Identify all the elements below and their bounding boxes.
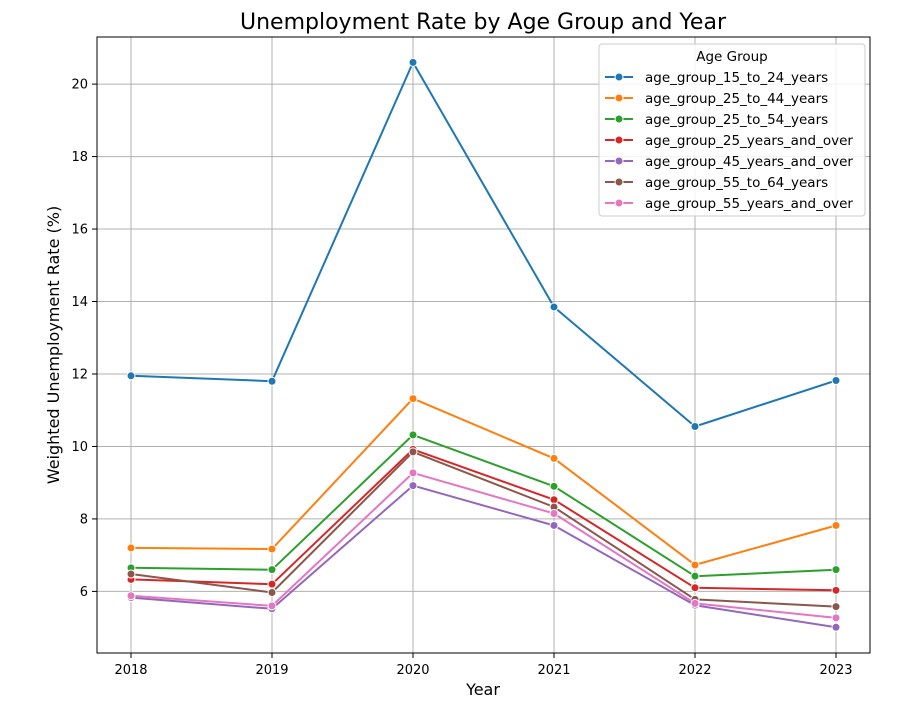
data-point bbox=[831, 585, 841, 595]
series-line bbox=[130, 484, 837, 629]
plot-area-frame bbox=[96, 36, 871, 654]
data-point bbox=[267, 601, 277, 611]
data-point bbox=[267, 376, 277, 386]
data-point bbox=[408, 430, 418, 440]
legend-entry: age_group_25_to_44_years bbox=[605, 91, 828, 107]
legend-entry: age_group_25_years_and_over bbox=[605, 133, 853, 149]
y-axis-title: Weighted Unemployment Rate (%) bbox=[44, 206, 63, 484]
y-tick-label: 10 bbox=[71, 440, 88, 455]
chart-title: Unemployment Rate by Age Group and Year bbox=[240, 10, 727, 35]
data-point bbox=[267, 544, 277, 554]
series-line bbox=[130, 471, 837, 619]
series-line bbox=[130, 61, 837, 428]
x-tick-label: 2022 bbox=[678, 663, 711, 678]
data-point bbox=[549, 302, 559, 312]
legend-entry: age_group_25_to_54_years bbox=[605, 112, 828, 128]
series-line bbox=[130, 433, 837, 578]
data-point bbox=[408, 394, 418, 404]
y-tick-label: 14 bbox=[71, 295, 88, 310]
legend-label: age_group_55_to_64_years bbox=[645, 175, 828, 191]
legend-swatch-marker bbox=[614, 156, 624, 166]
legend-swatch-marker bbox=[614, 135, 624, 145]
series-age_group_25_to_54_years bbox=[126, 430, 841, 581]
data-point bbox=[126, 543, 136, 553]
series-age_group_55_to_64_years bbox=[126, 447, 841, 612]
x-tick-label: 2018 bbox=[114, 663, 147, 678]
data-point bbox=[267, 587, 277, 597]
data-point bbox=[126, 591, 136, 601]
data-point bbox=[831, 565, 841, 575]
series-age_group_15_to_24_years bbox=[126, 57, 841, 432]
x-tick-label: 2023 bbox=[819, 663, 852, 678]
data-point bbox=[690, 571, 700, 581]
data-point bbox=[126, 569, 136, 579]
data-point bbox=[690, 598, 700, 608]
series-line bbox=[130, 450, 837, 608]
legend-swatch-marker bbox=[614, 114, 624, 124]
x-axis-title: Year bbox=[465, 680, 500, 699]
legend-label: age_group_45_years_and_over bbox=[645, 154, 853, 170]
data-point bbox=[267, 579, 277, 589]
data-point bbox=[549, 453, 559, 463]
series-age_group_25_to_44_years bbox=[126, 394, 841, 570]
legend-swatch-marker bbox=[614, 177, 624, 187]
legend-title: Age Group bbox=[696, 49, 768, 65]
data-point bbox=[831, 602, 841, 612]
data-point bbox=[690, 583, 700, 593]
data-point bbox=[549, 520, 559, 530]
data-point bbox=[267, 565, 277, 575]
y-tick-label: 8 bbox=[80, 512, 88, 527]
legend-swatch-marker bbox=[614, 72, 624, 82]
legend: Age Group age_group_15_to_24_years age_gr… bbox=[598, 43, 866, 217]
legend-swatch-marker bbox=[614, 93, 624, 103]
series-line bbox=[130, 397, 837, 566]
legend-label: age_group_15_to_24_years bbox=[645, 70, 828, 86]
legend-entry: age_group_15_to_24_years bbox=[605, 70, 828, 86]
x-axis-ticks: 2018 2019 2020 2021 2022 2023 bbox=[114, 653, 853, 678]
y-tick-label: 18 bbox=[71, 150, 88, 165]
data-point bbox=[408, 447, 418, 457]
legend-entry: age_group_55_to_64_years bbox=[605, 175, 828, 191]
y-tick-label: 12 bbox=[71, 367, 88, 382]
series-age_group_25_years_and_over bbox=[126, 444, 841, 595]
data-point bbox=[831, 520, 841, 530]
y-axis-ticks: 6 8 10 12 14 16 18 20 bbox=[71, 78, 97, 600]
y-tick-label: 16 bbox=[71, 223, 88, 238]
data-point bbox=[549, 508, 559, 518]
data-point bbox=[549, 481, 559, 491]
series-line bbox=[130, 448, 837, 592]
x-tick-label: 2020 bbox=[396, 663, 429, 678]
legend-entry: age_group_45_years_and_over bbox=[605, 154, 853, 170]
data-point bbox=[690, 560, 700, 570]
legend-label: age_group_25_to_54_years bbox=[645, 112, 828, 128]
x-tick-label: 2019 bbox=[255, 663, 288, 678]
data-point bbox=[831, 613, 841, 623]
data-point bbox=[831, 376, 841, 386]
legend-label: age_group_55_years_and_over bbox=[645, 196, 853, 212]
data-point bbox=[690, 422, 700, 432]
series-age_group_45_years_and_over bbox=[126, 481, 841, 632]
data-point bbox=[831, 622, 841, 632]
legend-label: age_group_25_years_and_over bbox=[645, 133, 853, 149]
y-tick-label: 20 bbox=[71, 78, 88, 93]
legend-swatch-marker bbox=[614, 198, 624, 208]
series-age_group_55_years_and_over bbox=[126, 468, 841, 623]
data-point bbox=[408, 481, 418, 491]
data-point bbox=[408, 468, 418, 478]
y-tick-label: 6 bbox=[80, 585, 88, 600]
legend-label: age_group_25_to_44_years bbox=[645, 91, 828, 107]
data-point bbox=[408, 57, 418, 67]
legend-box bbox=[598, 43, 866, 217]
data-point bbox=[126, 371, 136, 381]
x-tick-label: 2021 bbox=[537, 663, 570, 678]
legend-entry: age_group_55_years_and_over bbox=[605, 196, 853, 212]
series-lines bbox=[126, 57, 841, 632]
